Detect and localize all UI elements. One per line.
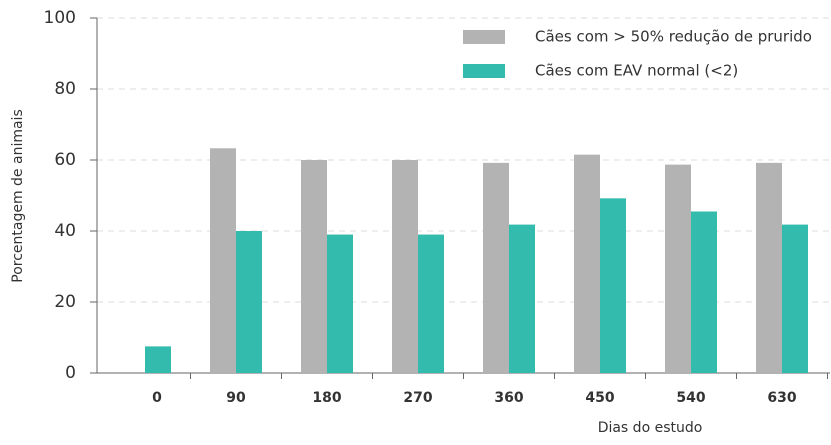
bar [756,162,782,373]
x-tick-label: 180 [312,390,341,406]
bar [509,224,535,373]
y-tick-label: 0 [65,363,76,383]
bar [600,198,626,373]
bar [418,234,444,373]
x-tick-label: 630 [767,390,796,406]
x-tick-label: 450 [585,390,614,406]
y-tick-label: 60 [54,150,76,170]
bar [782,224,808,373]
x-tick-label: 270 [403,390,432,406]
bar [301,160,327,373]
y-tick-label: 20 [54,292,76,312]
bar [327,234,353,373]
bar [574,154,600,373]
y-axis-label: Porcentagem de animais [10,109,26,283]
bar [483,162,509,373]
x-tick-label: 90 [226,390,246,406]
x-tick-label: 360 [494,390,523,406]
legend-label: Cães com EAV normal (<2) [535,62,738,80]
bar [691,211,717,373]
legend-swatch [463,64,505,78]
bar [392,160,418,373]
x-tick-label: 0 [152,390,162,406]
y-tick-label: 40 [54,221,76,241]
y-tick-label: 100 [44,8,76,28]
bar [145,346,171,373]
legend-label: Cães com > 50% redução de prurido [535,28,812,46]
x-axis-label: Dias do estudo [598,420,703,436]
bar [210,148,236,373]
legend-swatch [463,30,505,44]
bar [236,231,262,373]
bar [665,164,691,373]
x-tick-label: 540 [676,390,705,406]
y-tick-label: 80 [54,79,76,99]
